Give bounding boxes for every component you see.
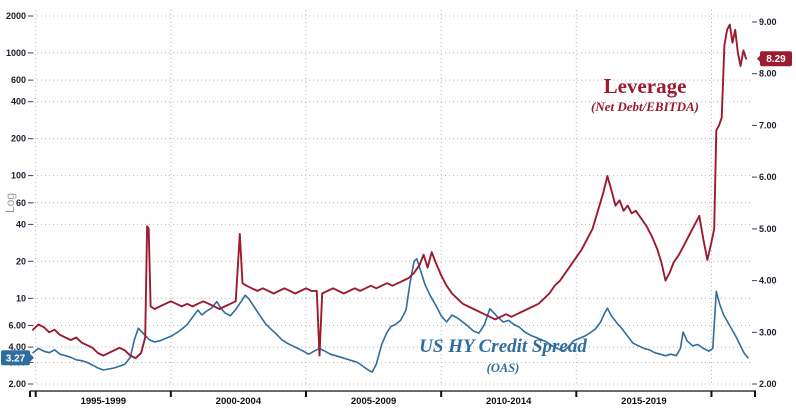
x-axis-boundary-tick xyxy=(710,391,713,397)
left-axis-title: Log xyxy=(3,192,17,214)
left-axis-tick-label: 20 xyxy=(16,256,26,266)
x-axis-segment-label: 2010-2014 xyxy=(486,396,532,407)
x-axis-boundary-tick xyxy=(575,391,578,397)
right-axis-tick-label: 3.00 xyxy=(759,327,777,337)
left-axis-current-badge: 3.27 xyxy=(1,350,34,366)
series-line-us-hy-credit-spread xyxy=(32,257,749,373)
x-axis-segment-label: 2005-2009 xyxy=(351,396,396,407)
left-axis-tick-label: 2000 xyxy=(6,11,26,21)
svg-text:8.29: 8.29 xyxy=(766,54,786,65)
right-axis-tick-label: 4.00 xyxy=(759,276,777,286)
x-axis-boundary-tick xyxy=(169,391,172,397)
right-axis-tick-label: 6.00 xyxy=(759,172,777,182)
x-axis-boundary-tick xyxy=(754,391,756,397)
left-axis-tick-label: 100 xyxy=(11,171,26,181)
left-axis-tick-label: 4.00 xyxy=(8,342,26,352)
left-axis-tick-label: 2.00 xyxy=(8,379,26,389)
x-axis-boundary-tick xyxy=(440,391,443,397)
left-axis-tick-label: 600 xyxy=(11,75,26,85)
right-axis-tick-label: 5.00 xyxy=(759,224,777,234)
x-axis-boundary-tick xyxy=(34,391,37,397)
x-axis-boundary-tick xyxy=(29,391,31,397)
right-axis-current-badge: 8.29 xyxy=(757,51,792,67)
left-axis-tick-label: 200 xyxy=(11,134,26,144)
right-axis-tick-label: 7.00 xyxy=(759,120,777,130)
x-axis-boundary-tick xyxy=(305,391,308,397)
svg-text:3.27: 3.27 xyxy=(6,353,26,364)
left-axis-tick-label: 1000 xyxy=(6,48,26,58)
right-axis-tick-label: 2.00 xyxy=(759,379,777,389)
right-axis-tick-label: 8.00 xyxy=(759,69,777,79)
series-line-leverage xyxy=(32,23,748,360)
left-axis-tick-label: 400 xyxy=(11,97,26,107)
left-axis-tick-label: 10 xyxy=(16,293,26,303)
left-axis-tick-label: 6.00 xyxy=(8,321,26,331)
left-axis-tick-label: 60 xyxy=(16,198,26,208)
x-axis-segment-label: 2000-2004 xyxy=(216,396,262,407)
left-axis-tick-label: 40 xyxy=(16,219,26,229)
x-axis-segment-label: 2015-2019 xyxy=(621,396,666,407)
right-axis-tick-label: 9.00 xyxy=(759,17,777,27)
x-axis-segment-label: 1995-1999 xyxy=(81,396,126,407)
